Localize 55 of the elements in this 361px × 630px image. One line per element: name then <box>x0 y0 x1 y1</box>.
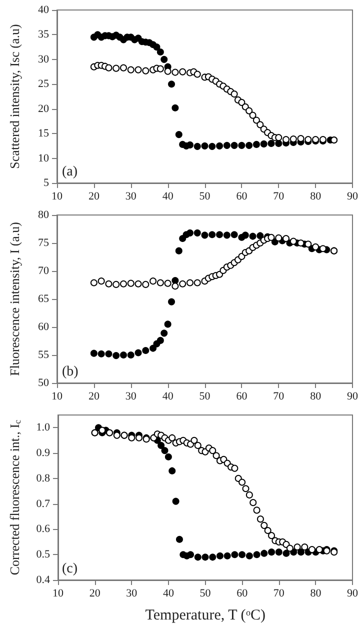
y-tick-label: 0.9 <box>36 447 50 460</box>
x-tick-label: 60 <box>236 588 248 600</box>
y-tick-label: 40 <box>38 4 50 16</box>
x-tick-label: 80 <box>310 588 322 600</box>
y-tick-label: 80 <box>38 209 50 221</box>
y-tick-label: 30 <box>38 53 50 66</box>
y-tick-label: 1.0 <box>36 422 50 434</box>
x-tick-label: 80 <box>310 190 322 202</box>
y-tick-label: 60 <box>38 321 50 333</box>
x-tick-label: 40 <box>162 588 174 600</box>
x-tick-label: 60 <box>236 390 248 402</box>
y-tick-label: 15 <box>38 128 50 140</box>
x-tick-label: 30 <box>125 390 137 402</box>
x-tick-label: 20 <box>88 390 100 402</box>
x-tick-label: 70 <box>273 190 285 202</box>
y-tick-label: 0.5 <box>36 548 50 561</box>
y-tick-label: 0.4 <box>36 574 50 586</box>
x-tick-label: 90 <box>347 588 358 600</box>
y-tick-label: 55 <box>38 349 50 361</box>
y-axis-title: Fluorescence intensity, I (a.u) <box>7 222 22 376</box>
annotation: (a) <box>62 164 78 180</box>
y-tick-label: 50 <box>38 377 50 389</box>
x-tick-label: 10 <box>52 190 63 202</box>
x-tick-label: 70 <box>273 588 285 600</box>
y-axis-title: Corrected fluorescence int., Ic <box>7 420 22 576</box>
x-tick-label: 50 <box>199 390 211 402</box>
x-tick-label: 50 <box>199 190 211 202</box>
y-tick-label: 0.7 <box>36 498 50 510</box>
y-tick-label: 20 <box>38 102 50 115</box>
x-tick-label: 60 <box>236 190 248 202</box>
x-tick-label: 50 <box>200 588 212 600</box>
x-tick-label: 90 <box>347 190 358 202</box>
y-tick-label: 25 <box>38 78 50 90</box>
x-tick-label: 70 <box>273 390 285 402</box>
annotation: (c) <box>62 562 78 576</box>
y-tick-label: 35 <box>38 28 50 41</box>
x-tick-label: 20 <box>88 190 100 202</box>
y-axis-title: Scattered intensity, Isc (a.u) <box>7 24 22 169</box>
y-tick-label: 10 <box>38 152 50 164</box>
annotation: (b) <box>62 364 79 380</box>
x-tick-label: 30 <box>125 190 137 202</box>
x-tick-label: 20 <box>89 588 101 600</box>
x-tick-label: 40 <box>162 390 174 402</box>
y-tick-label: 5 <box>44 177 50 189</box>
y-tick-label: 0.8 <box>36 472 50 484</box>
x-tick-label: 30 <box>126 588 138 600</box>
x-tick-label: 80 <box>310 390 322 402</box>
y-tick-label: 70 <box>38 265 50 277</box>
x-tick-label: 10 <box>52 390 63 402</box>
y-tick-label: 75 <box>38 237 50 249</box>
x-tick-label: 10 <box>52 588 64 600</box>
y-tick-label: 0.6 <box>36 523 50 536</box>
x-tick-label: 90 <box>347 390 358 402</box>
y-tick-label: 65 <box>38 293 50 305</box>
x-tick-label: 40 <box>162 190 174 202</box>
